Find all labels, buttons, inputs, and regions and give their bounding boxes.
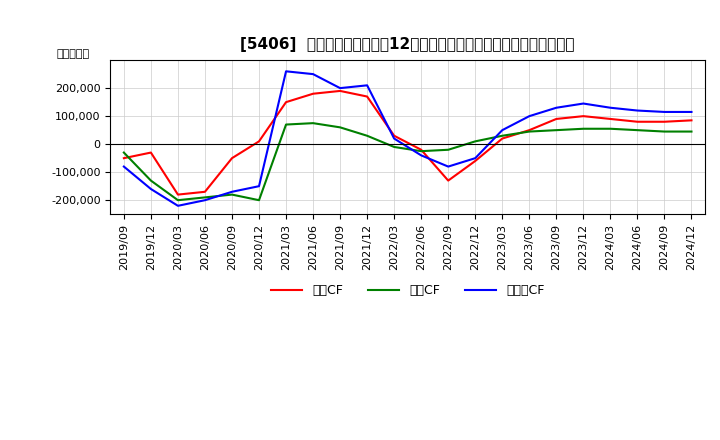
投資CF [633, 128, 642, 133]
営業CF [525, 128, 534, 133]
フリーCF [525, 114, 534, 119]
営業CF [120, 155, 128, 161]
投資CF [660, 129, 669, 134]
Text: （百万円）: （百万円） [57, 48, 90, 59]
投資CF [255, 198, 264, 203]
フリーCF [390, 136, 398, 141]
投資CF [336, 125, 344, 130]
投資CF [228, 192, 236, 197]
フリーCF [147, 187, 156, 192]
営業CF [471, 158, 480, 164]
投資CF [444, 147, 453, 152]
フリーCF [201, 198, 210, 203]
営業CF [390, 133, 398, 139]
営業CF [444, 178, 453, 183]
営業CF [498, 136, 507, 141]
フリーCF [336, 85, 344, 91]
営業CF [633, 119, 642, 125]
営業CF [201, 189, 210, 194]
Title: [5406]  キャッシュフローの12か月移動合計の対前年同期増減額の推移: [5406] キャッシュフローの12か月移動合計の対前年同期増減額の推移 [240, 37, 575, 52]
営業CF [282, 99, 290, 105]
投資CF [687, 129, 696, 134]
フリーCF [174, 203, 182, 209]
営業CF [687, 118, 696, 123]
フリーCF [363, 83, 372, 88]
投資CF [525, 129, 534, 134]
投資CF [147, 178, 156, 183]
フリーCF [417, 153, 426, 158]
投資CF [363, 133, 372, 139]
営業CF [552, 116, 561, 121]
フリーCF [660, 109, 669, 114]
Legend: 営業CF, 投資CF, フリーCF: 営業CF, 投資CF, フリーCF [266, 279, 549, 302]
営業CF [174, 192, 182, 197]
フリーCF [282, 69, 290, 74]
投資CF [201, 195, 210, 200]
営業CF [417, 147, 426, 152]
営業CF [147, 150, 156, 155]
営業CF [363, 94, 372, 99]
フリーCF [228, 189, 236, 194]
フリーCF [498, 128, 507, 133]
投資CF [282, 122, 290, 127]
フリーCF [579, 101, 588, 106]
投資CF [579, 126, 588, 132]
投資CF [471, 139, 480, 144]
フリーCF [471, 155, 480, 161]
投資CF [174, 198, 182, 203]
営業CF [606, 116, 615, 121]
営業CF [579, 114, 588, 119]
営業CF [336, 88, 344, 94]
フリーCF [687, 109, 696, 114]
営業CF [309, 91, 318, 96]
フリーCF [255, 183, 264, 189]
営業CF [228, 155, 236, 161]
フリーCF [606, 105, 615, 110]
投資CF [606, 126, 615, 132]
営業CF [255, 139, 264, 144]
投資CF [309, 121, 318, 126]
営業CF [660, 119, 669, 125]
投資CF [390, 144, 398, 150]
投資CF [552, 128, 561, 133]
Line: 投資CF: 投資CF [124, 123, 691, 200]
フリーCF [120, 164, 128, 169]
投資CF [120, 150, 128, 155]
フリーCF [633, 108, 642, 113]
投資CF [498, 133, 507, 139]
フリーCF [444, 164, 453, 169]
Line: フリーCF: フリーCF [124, 71, 691, 206]
投資CF [417, 149, 426, 154]
フリーCF [309, 71, 318, 77]
Line: 営業CF: 営業CF [124, 91, 691, 194]
フリーCF [552, 105, 561, 110]
